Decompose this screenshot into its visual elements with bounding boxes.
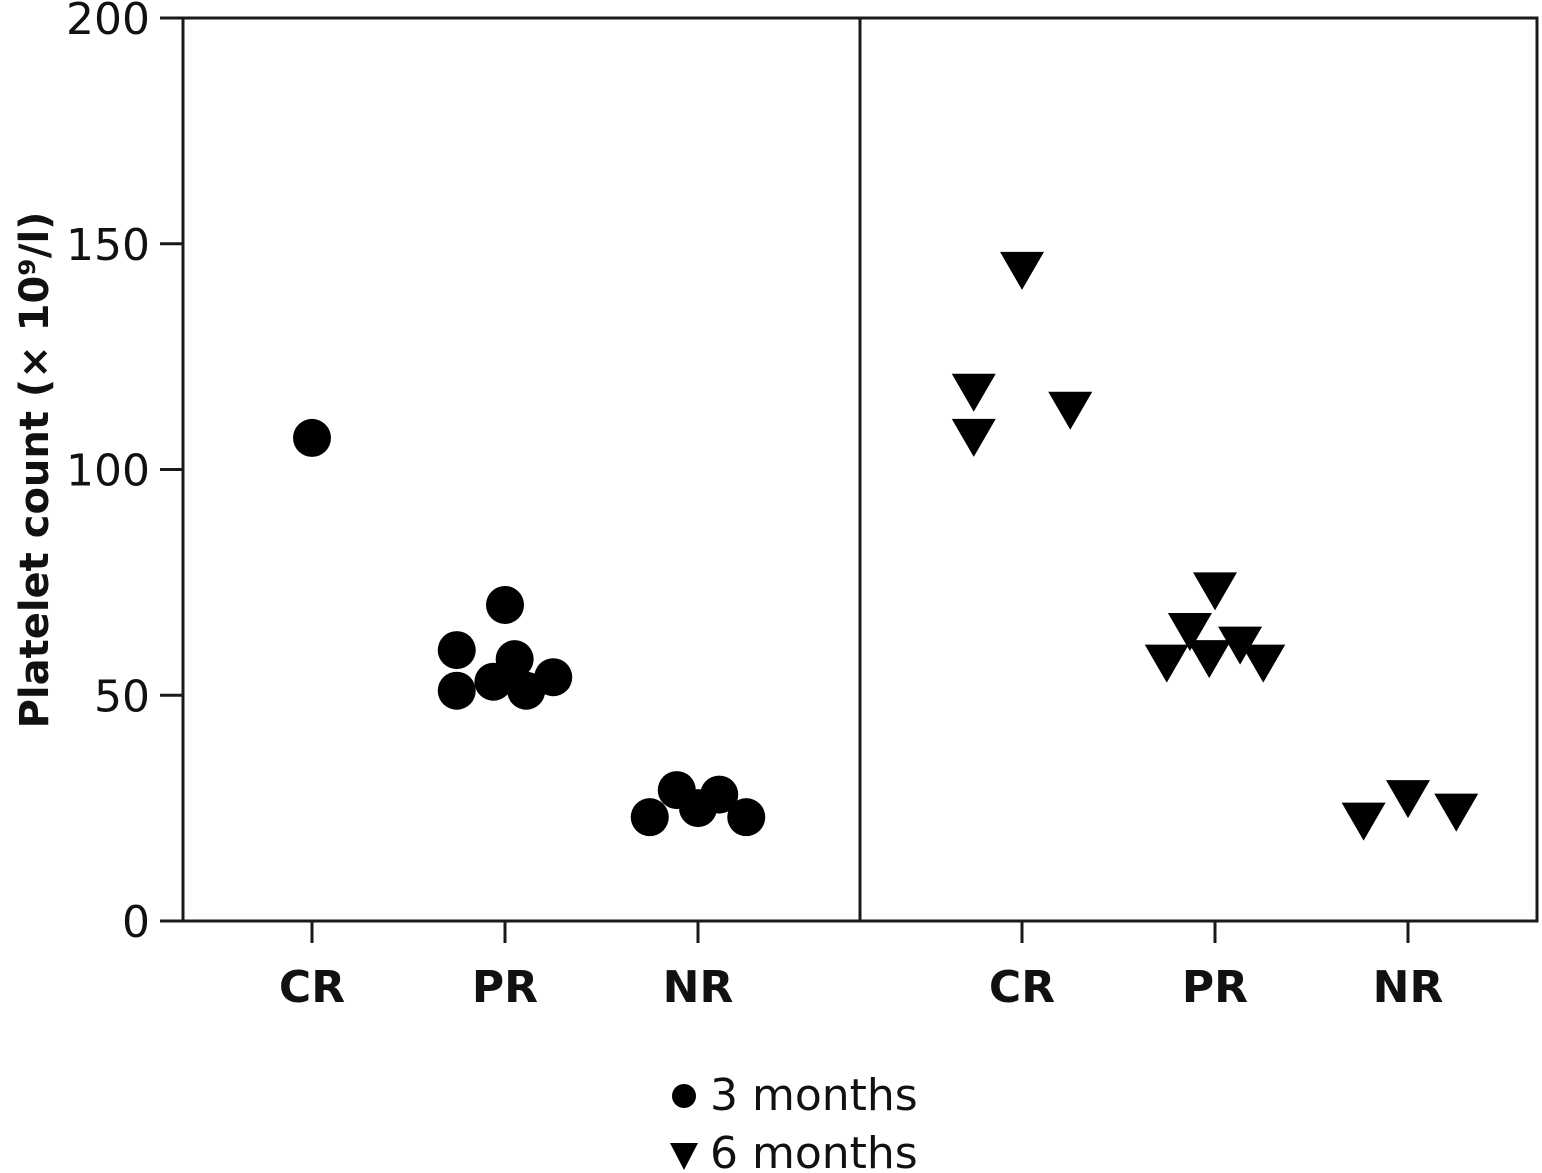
point-6-months [1218,626,1263,665]
point-3-months [630,798,669,837]
point-3-months [437,631,476,670]
point-6-months [951,418,996,457]
point-3-months [495,640,534,679]
data-points [293,251,1479,841]
point-6-months [1341,802,1386,841]
legend-triangle-marker [670,1143,698,1170]
point-3-months [437,671,476,710]
legend: 3 months 6 months [670,1070,918,1173]
y-axis-title: Platelet count (× 10⁹/l) [12,212,58,729]
point-3-months [700,775,739,814]
y-tick-label: 0 [122,897,150,948]
point-6-months [1386,780,1430,819]
point-6-months [1144,644,1189,683]
legend-circle-marker [672,1084,696,1108]
point-3-months [534,658,573,697]
x-tick-label: NR [1373,962,1444,1013]
y-tick-label: 150 [66,220,150,271]
x-axis: CR PR NR CR PR NR [279,921,1443,1013]
point-6-months [1241,644,1286,683]
x-tick-label: CR [989,962,1055,1013]
legend-label-3-months: 3 months [710,1070,918,1121]
x-tick-label: CR [279,962,345,1013]
y-axis: 0 50 100 150 200 [66,0,183,948]
legend-label-6-months: 6 months [710,1128,918,1173]
point-6-months [1048,391,1093,430]
y-tick-label: 50 [94,671,150,722]
y-tick-label: 200 [66,0,150,45]
point-6-months [1167,613,1212,652]
point-3-months [727,798,766,837]
point-6-months [1434,793,1479,832]
point-3-months [486,585,524,624]
point-6-months [1193,572,1237,611]
x-tick-label: NR [663,962,734,1013]
point-3-months [293,418,331,457]
point-6-months [951,373,996,412]
y-tick-label: 100 [66,446,150,497]
point-6-months [1187,640,1232,679]
x-tick-label: PR [472,962,538,1013]
x-tick-label: PR [1182,962,1248,1013]
point-6-months [1000,251,1044,290]
